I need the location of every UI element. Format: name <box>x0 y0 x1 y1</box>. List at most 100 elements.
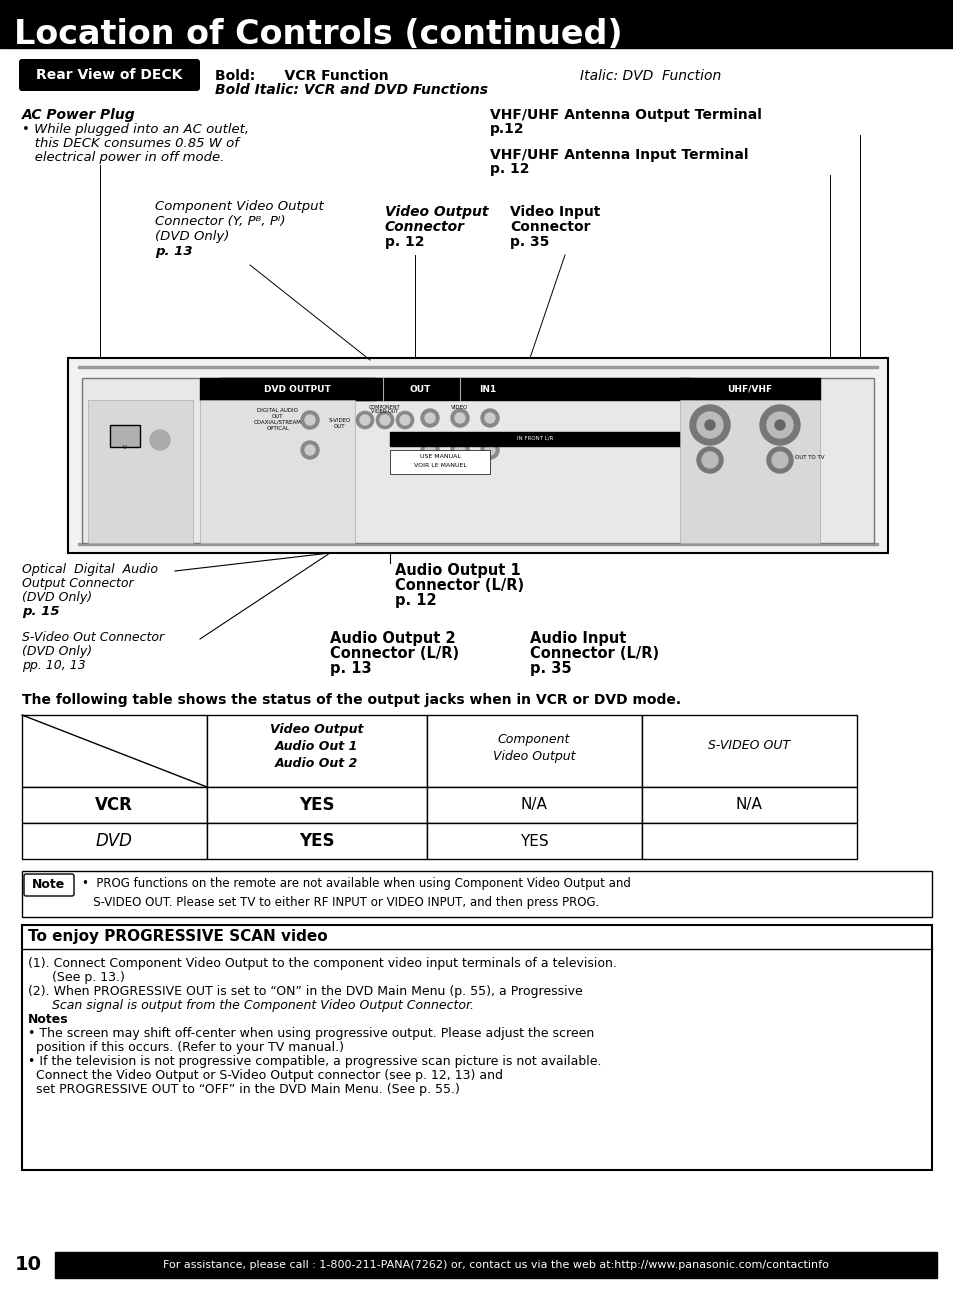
Circle shape <box>420 409 438 427</box>
Text: OUT: OUT <box>409 384 430 393</box>
Text: (DVD Only): (DVD Only) <box>154 229 229 244</box>
Text: (DVD Only): (DVD Only) <box>22 590 92 605</box>
Text: Note: Note <box>32 879 66 892</box>
Text: Video Input: Video Input <box>510 205 599 219</box>
Text: p. 13: p. 13 <box>154 245 193 258</box>
Text: Connector: Connector <box>385 220 464 235</box>
Text: DVD OUTPUT: DVD OUTPUT <box>263 384 330 393</box>
Text: •  PROG functions on the remote are not available when using Component Video Out: • PROG functions on the remote are not a… <box>82 877 630 909</box>
Circle shape <box>697 412 722 438</box>
Circle shape <box>766 447 792 473</box>
Text: p. 12: p. 12 <box>395 593 436 608</box>
Bar <box>55 1252 936 1277</box>
Bar <box>78 366 877 367</box>
Circle shape <box>359 415 370 425</box>
Bar <box>641 822 856 858</box>
Bar <box>200 400 355 543</box>
Text: (See p. 13.): (See p. 13.) <box>28 971 125 984</box>
Text: Connector (Y, Pᴮ, Pᴵ): Connector (Y, Pᴮ, Pᴵ) <box>154 215 285 228</box>
Text: Component
Video Output: Component Video Output <box>493 733 575 763</box>
Text: p. 35: p. 35 <box>530 661 571 675</box>
Bar <box>679 400 820 543</box>
Bar <box>0 0 953 48</box>
Circle shape <box>395 411 414 429</box>
Bar <box>88 400 193 543</box>
Text: R: R <box>428 442 432 447</box>
Circle shape <box>379 415 390 425</box>
Circle shape <box>766 412 792 438</box>
Text: YES: YES <box>299 831 335 849</box>
Text: OUT: OUT <box>334 424 345 429</box>
Text: IN1: IN1 <box>478 384 497 393</box>
Text: AUDIO: AUDIO <box>420 437 438 442</box>
Text: Bold Italic: VCR and DVD Functions: Bold Italic: VCR and DVD Functions <box>214 82 488 97</box>
Bar <box>200 378 689 400</box>
Circle shape <box>480 441 498 459</box>
Text: AC Power Plug: AC Power Plug <box>22 108 135 122</box>
Text: For assistance, please call : 1-800-211-PANA(7262) or, contact us via the web at: For assistance, please call : 1-800-211-… <box>163 1261 828 1270</box>
Bar <box>22 871 931 916</box>
Text: Video Output: Video Output <box>385 205 488 219</box>
Text: p. 12: p. 12 <box>490 162 529 177</box>
Circle shape <box>399 415 410 425</box>
Circle shape <box>480 409 498 427</box>
Circle shape <box>305 415 314 425</box>
Circle shape <box>689 405 729 445</box>
Text: YES: YES <box>519 834 548 848</box>
Bar <box>207 715 427 788</box>
Text: Audio Output 1: Audio Output 1 <box>395 563 520 577</box>
Circle shape <box>301 411 318 429</box>
Bar <box>641 715 856 788</box>
Text: Italic: DVD  Function: Italic: DVD Function <box>579 70 720 82</box>
Circle shape <box>451 409 469 427</box>
Bar <box>427 822 641 858</box>
Text: (1). Connect Component Video Output to the component video input terminals of a : (1). Connect Component Video Output to t… <box>28 956 617 971</box>
Text: OUT TO TV: OUT TO TV <box>795 455 824 460</box>
Text: S-VIDEO: S-VIDEO <box>329 418 351 423</box>
Text: position if this occurs. (Refer to your TV manual.): position if this occurs. (Refer to your … <box>28 1042 344 1054</box>
Text: UHF/VHF: UHF/VHF <box>727 384 772 393</box>
Circle shape <box>424 412 435 423</box>
Text: (DVD Only): (DVD Only) <box>22 644 92 657</box>
Circle shape <box>301 441 318 459</box>
Circle shape <box>455 412 464 423</box>
Circle shape <box>484 445 495 455</box>
Bar <box>390 450 490 474</box>
Text: V: V <box>123 445 127 450</box>
Bar <box>22 926 931 1170</box>
Text: OUT: OUT <box>272 414 283 419</box>
Circle shape <box>424 445 435 455</box>
Text: Video Output
Audio Out 1
Audio Out 2: Video Output Audio Out 1 Audio Out 2 <box>270 723 363 770</box>
Bar <box>22 822 207 858</box>
Text: set PROGRESSIVE OUT to “OFF” in the DVD Main Menu. (See p. 55.): set PROGRESSIVE OUT to “OFF” in the DVD … <box>28 1083 459 1096</box>
Bar <box>68 358 887 553</box>
FancyBboxPatch shape <box>19 59 200 92</box>
Text: To enjoy PROGRESSIVE SCAN video: To enjoy PROGRESSIVE SCAN video <box>28 929 327 945</box>
Text: • If the television is not progressive compatible, a progressive scan picture is: • If the television is not progressive c… <box>28 1054 601 1069</box>
Circle shape <box>701 452 718 468</box>
Text: VHF/UHF Antenna Input Terminal: VHF/UHF Antenna Input Terminal <box>490 148 748 162</box>
Circle shape <box>455 445 464 455</box>
Circle shape <box>771 452 787 468</box>
Text: Optical  Digital  Audio: Optical Digital Audio <box>22 563 158 576</box>
Circle shape <box>451 441 469 459</box>
Bar <box>679 378 820 400</box>
Text: pp. 10, 13: pp. 10, 13 <box>22 659 86 672</box>
Text: VCR: VCR <box>95 797 132 813</box>
Text: Notes: Notes <box>28 1013 69 1026</box>
Circle shape <box>760 405 800 445</box>
Text: Connector (L/R): Connector (L/R) <box>530 646 659 661</box>
Circle shape <box>704 420 714 431</box>
Text: Output Connector: Output Connector <box>22 577 133 590</box>
Circle shape <box>697 447 722 473</box>
Text: COAXIAL/STREAM: COAXIAL/STREAM <box>253 420 301 425</box>
Text: Component Video Output: Component Video Output <box>154 200 323 213</box>
Bar <box>207 822 427 858</box>
Text: Connector: Connector <box>510 220 590 235</box>
Text: Scan signal is output from the Component Video Output Connector.: Scan signal is output from the Component… <box>28 999 474 1012</box>
Text: p. 13: p. 13 <box>330 661 372 675</box>
Text: Connect the Video Output or S-Video Output connector (see p. 12, 13) and: Connect the Video Output or S-Video Outp… <box>28 1069 502 1081</box>
Text: VIDEO OUT: VIDEO OUT <box>371 409 398 414</box>
Circle shape <box>774 420 784 431</box>
Text: Location of Controls (continued): Location of Controls (continued) <box>14 18 622 50</box>
